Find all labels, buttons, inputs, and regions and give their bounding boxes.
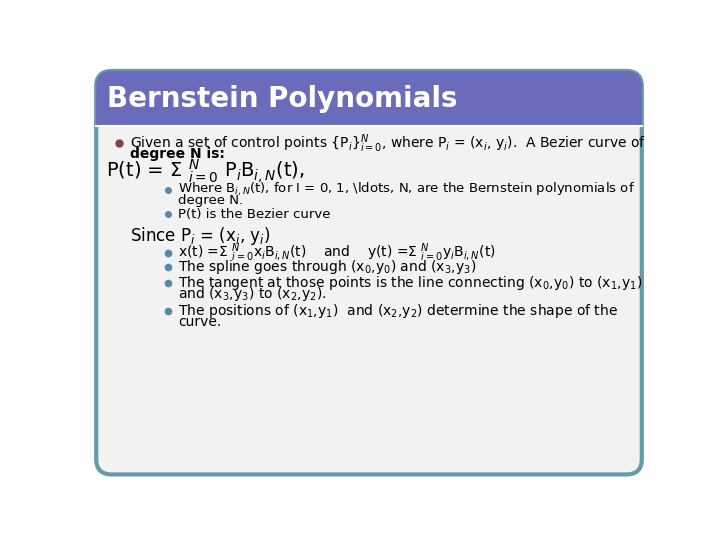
Text: x(t) =$\Sigma$ $^N_{i=0}$x$_i$B$_{i,N}$(t)    and    y(t) =$\Sigma$ $^N_{i=0}$y$: x(t) =$\Sigma$ $^N_{i=0}$x$_i$B$_{i,N}$(… — [179, 241, 496, 264]
Text: P(t) = $\Sigma$ $^N_{i=0}$ P$_i$B$_{i,N}$(t),: P(t) = $\Sigma$ $^N_{i=0}$ P$_i$B$_{i,N}… — [106, 157, 304, 185]
Text: The tangent at those points is the line connecting (x$_0$,y$_0$) to (x$_1$,y$_1$: The tangent at those points is the line … — [179, 274, 642, 293]
Text: Since P$_i$ = (x$_i$, y$_i$): Since P$_i$ = (x$_i$, y$_i$) — [130, 225, 271, 247]
Text: The positions of (x$_1$,y$_1$)  and (x$_2$,y$_2$) determine the shape of the: The positions of (x$_1$,y$_1$) and (x$_2… — [179, 302, 618, 320]
Text: curve.: curve. — [179, 315, 222, 329]
Text: degree N is:: degree N is: — [130, 147, 225, 161]
FancyBboxPatch shape — [96, 71, 642, 475]
FancyBboxPatch shape — [96, 71, 642, 126]
Text: Where B$_{i,N}$(t), for I = 0, 1, \ldots, N, are the Bernstein polynomials of: Where B$_{i,N}$(t), for I = 0, 1, \ldots… — [179, 181, 635, 198]
Text: Bernstein Polynomials: Bernstein Polynomials — [107, 85, 457, 113]
Text: P(t) is the Bezier curve: P(t) is the Bezier curve — [179, 208, 331, 221]
Text: The spline goes through (x$_0$,y$_0$) and (x$_3$,y$_3$): The spline goes through (x$_0$,y$_0$) an… — [179, 258, 477, 275]
Text: Given a set of control points {P$_i$}$^N_{i=0}$, where P$_i$ = (x$_i$, y$_i$).  : Given a set of control points {P$_i$}$^N… — [130, 132, 647, 154]
Text: and (x$_3$,y$_3$) to (x$_2$,y$_2$).: and (x$_3$,y$_3$) to (x$_2$,y$_2$). — [179, 285, 327, 303]
Bar — [96, 99, 642, 126]
Text: degree N.: degree N. — [179, 194, 243, 207]
